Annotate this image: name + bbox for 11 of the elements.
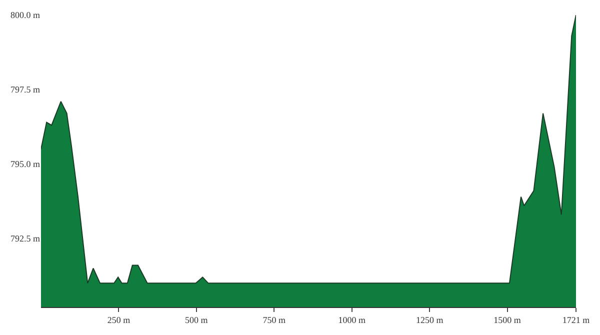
- x-tick-label: 1250 m: [416, 314, 444, 325]
- x-tick-label: 1500 m: [494, 314, 521, 325]
- x-tick-label: 1000 m: [338, 314, 366, 325]
- y-tick-label: 800.0 m: [10, 10, 40, 20]
- y-tick-label: 792.5 m: [10, 234, 40, 244]
- x-tick-label: 1721 m: [562, 314, 590, 325]
- y-tick-label: 795.0 m: [10, 159, 40, 170]
- y-tick-label: 797.5 m: [10, 84, 40, 95]
- x-tick-label: 250 m: [107, 314, 130, 325]
- x-tick-label: 500 m: [185, 314, 208, 325]
- x-tick-label: 750 m: [262, 314, 286, 325]
